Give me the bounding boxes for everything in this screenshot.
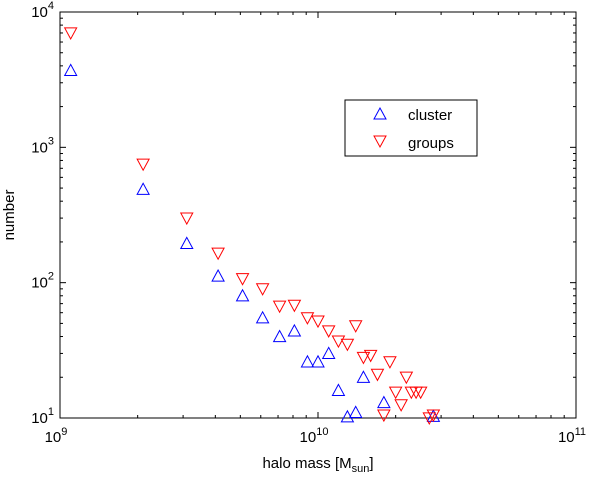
cluster-point [348, 405, 363, 418]
groups-point [331, 335, 346, 349]
marks [63, 27, 441, 426]
x-tick-exp: 9 [61, 426, 67, 438]
cluster-point [255, 310, 270, 324]
ticks [59, 12, 576, 419]
groups-point [370, 368, 385, 382]
y-tick-exp: 2 [48, 271, 54, 283]
groups-point [363, 349, 378, 363]
cluster-point [321, 346, 336, 360]
groups-point [235, 273, 250, 286]
groups-point [211, 247, 225, 261]
groups-point [63, 27, 78, 41]
y-axis-label: number [1, 190, 18, 241]
y-tick-label: 101 [31, 406, 54, 427]
groups-point [311, 315, 325, 329]
groups-point [377, 409, 391, 423]
y-tick-base: 10 [31, 139, 48, 156]
legend-groups-marker [373, 135, 387, 149]
cluster-point [287, 323, 302, 337]
cluster-point [211, 268, 225, 282]
y-tick-exp: 1 [48, 406, 54, 418]
cluster-point [377, 395, 391, 409]
y-tick-exp: 3 [48, 135, 54, 147]
x-tick-label: 109 [45, 426, 68, 446]
y-tick-label: 102 [31, 271, 54, 292]
y-tick-base: 10 [31, 4, 48, 21]
legend-groups-label: groups [408, 135, 454, 152]
groups-point [399, 371, 414, 385]
cluster-point [272, 329, 287, 343]
cluster-point [235, 288, 250, 302]
groups-point [426, 409, 441, 423]
legend: cluster groups [344, 99, 478, 157]
groups-point [340, 338, 355, 352]
x-tick-base: 10 [558, 429, 575, 446]
cluster-point [311, 354, 325, 368]
groups-point [348, 320, 363, 333]
groups-point [356, 351, 371, 365]
groups-point [413, 386, 428, 400]
x-tick-label: 1010 [300, 426, 329, 446]
x-tick-label: 1011 [558, 426, 586, 446]
y-tick-base: 10 [31, 410, 48, 427]
groups-point [300, 312, 315, 325]
groups-point [388, 386, 403, 400]
cluster-point [136, 182, 150, 195]
y-tick-label: 104 [31, 0, 54, 21]
legend-cluster-label: cluster [408, 107, 452, 124]
y-tick-exp: 4 [48, 0, 54, 12]
groups-point [394, 399, 408, 412]
x-tick-base: 10 [45, 429, 62, 446]
groups-point [287, 299, 302, 313]
groups-point [136, 158, 150, 172]
cluster-point [179, 236, 194, 250]
groups-point [321, 325, 336, 338]
x-tick-base: 10 [300, 429, 317, 446]
cluster-point [300, 354, 315, 368]
x-axis-label: halo mass [Msun] [262, 455, 373, 475]
groups-point [272, 300, 287, 314]
y-tick-base: 10 [31, 275, 48, 292]
cluster-point [331, 383, 346, 396]
groups-point [383, 356, 397, 369]
x-tick-exp: 10 [316, 426, 328, 438]
cluster-point [356, 370, 371, 383]
groups-point [255, 283, 270, 296]
y-tick-label: 103 [31, 135, 54, 156]
legend-box [344, 99, 478, 157]
plot-frame [59, 11, 577, 419]
x-tick-exp: 11 [575, 426, 586, 438]
groups-point [179, 212, 194, 226]
legend-cluster-marker [373, 106, 387, 120]
cluster-point [63, 63, 78, 77]
